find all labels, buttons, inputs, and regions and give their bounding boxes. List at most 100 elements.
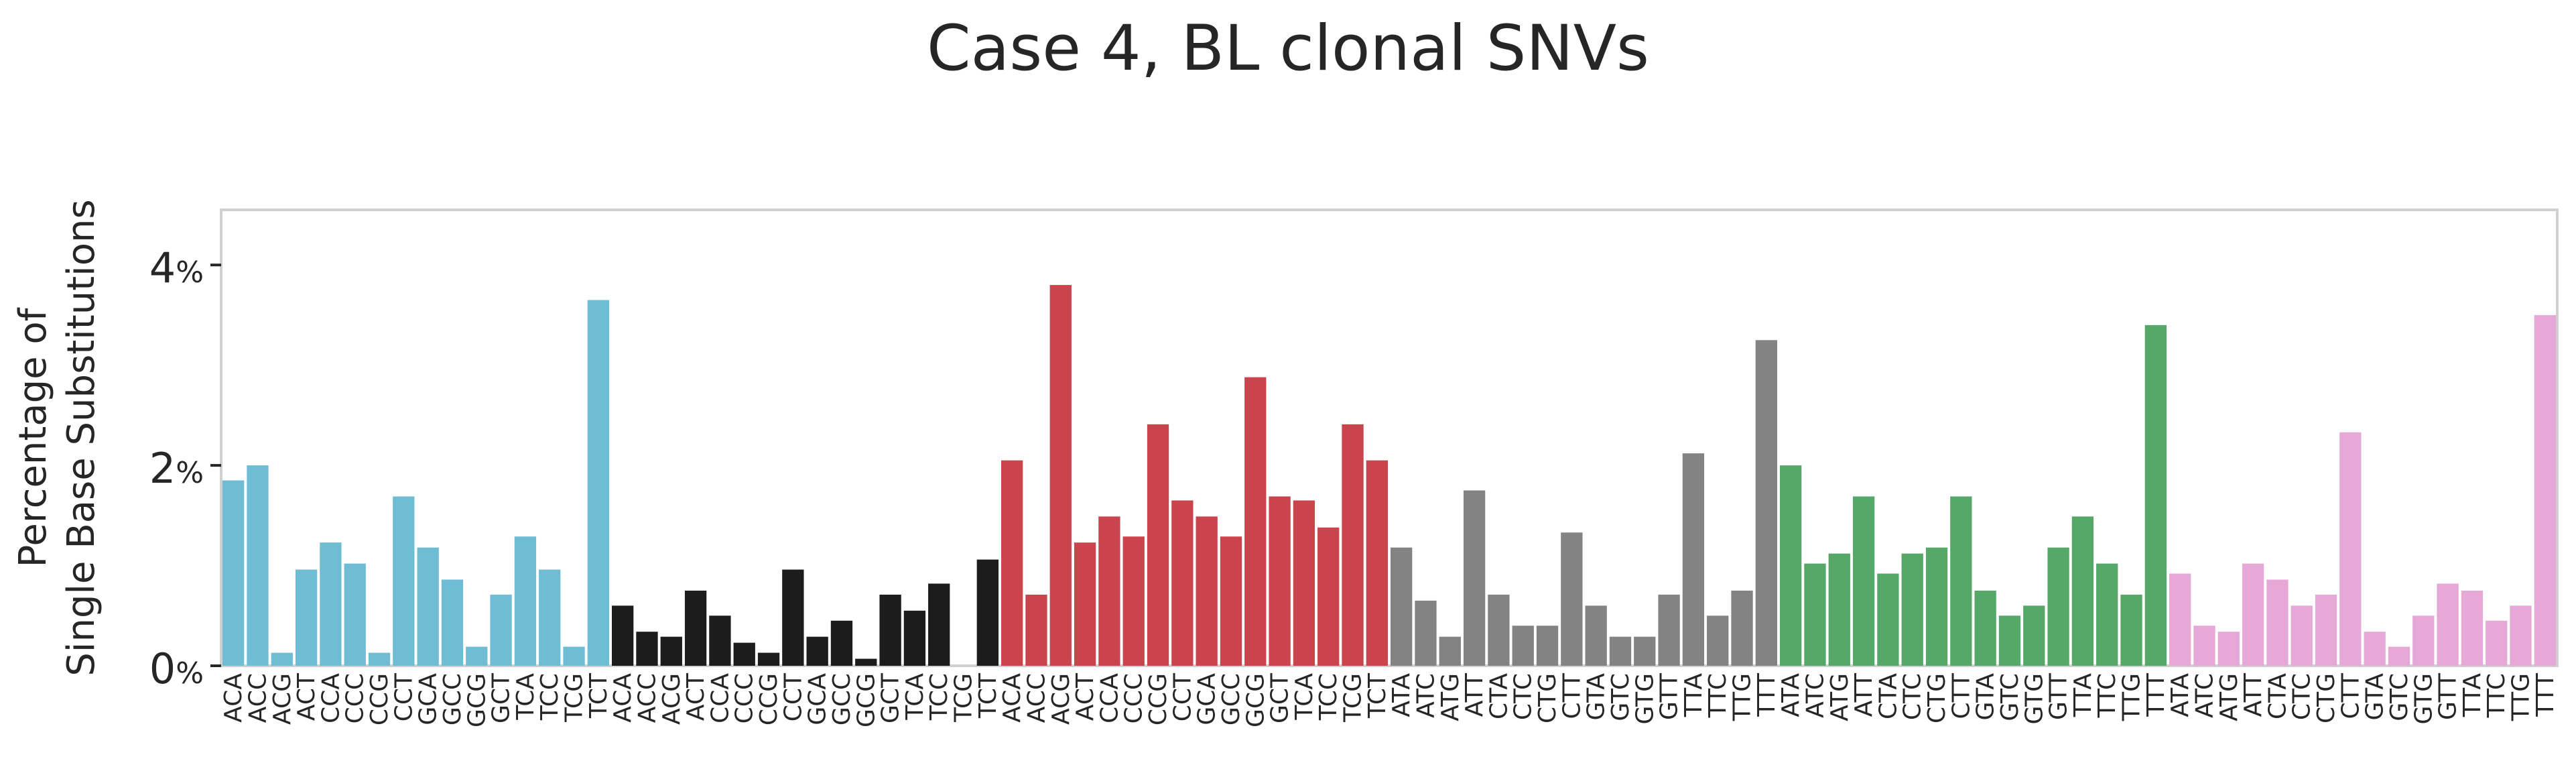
- x-tick-label: CTG: [1923, 673, 1951, 723]
- x-tick-label: GTA: [2362, 673, 2389, 721]
- x-tick-label: GTG: [1631, 673, 1659, 725]
- bar: [612, 605, 634, 666]
- x-tick-label: ACG: [658, 673, 686, 725]
- bar: [1561, 532, 1583, 666]
- x-tick-label: TTA: [2069, 673, 2097, 718]
- x-tick-label: CCA: [706, 673, 734, 723]
- bar: [222, 480, 245, 666]
- bar: [709, 615, 731, 666]
- x-tick-label: GTG: [2020, 673, 2048, 725]
- bar: [1220, 536, 1242, 666]
- bar: [1269, 496, 1291, 666]
- x-tick-label: ATG: [2215, 673, 2243, 721]
- x-tick-label: ACT: [293, 672, 320, 721]
- bar: [563, 646, 585, 666]
- x-tick-label: TTA: [1680, 673, 1708, 718]
- bar: [2461, 590, 2484, 666]
- x-tick-label: GTT: [2045, 672, 2073, 720]
- x-tick-label: CCG: [755, 673, 783, 725]
- x-tick-label: ATA: [2167, 673, 2194, 717]
- x-tick-label: GTA: [1972, 673, 2000, 721]
- x-tick-label: CCC: [342, 673, 369, 723]
- bar: [1025, 594, 1047, 666]
- bar: [1828, 553, 1850, 666]
- y-axis-label-line2: Single Base Substitutions: [60, 199, 103, 676]
- bar: [1196, 516, 1218, 666]
- bar: [2339, 432, 2362, 666]
- bar: [1512, 626, 1534, 666]
- bar: [1755, 340, 1777, 666]
- x-tick-label: ACA: [999, 673, 1026, 723]
- bar: [1780, 465, 1802, 666]
- bar: [830, 620, 853, 666]
- x-tick-label: GTT: [2435, 672, 2462, 720]
- x-tick-label: GCT: [488, 672, 515, 723]
- plot-frame: [220, 209, 2559, 667]
- x-tick-label: CCC: [1120, 673, 1148, 723]
- x-tick-label: GTC: [1996, 673, 2024, 721]
- y-tick-label: 2%: [149, 444, 204, 493]
- bar: [2388, 646, 2410, 666]
- bar: [2266, 579, 2289, 666]
- bar: [1391, 547, 1413, 666]
- bar: [320, 542, 342, 666]
- y-axis-label-line1: Percentage of: [11, 307, 55, 567]
- x-tick-label: ATC: [2191, 673, 2218, 718]
- bar: [2242, 563, 2264, 666]
- x-tick-label: TTC: [1704, 673, 1732, 718]
- bar: [247, 465, 269, 666]
- x-tick-label: TCG: [950, 673, 978, 723]
- x-tick-label: ACT: [1072, 672, 1099, 721]
- bar: [1463, 490, 1486, 666]
- bar: [1293, 500, 1315, 666]
- x-tick-label: CCC: [731, 673, 759, 723]
- bar: [2486, 620, 2508, 666]
- bar: [2510, 605, 2532, 666]
- bar: [271, 652, 293, 666]
- x-tick-label: ATC: [1801, 673, 1829, 718]
- x-tick-label: ATA: [1388, 673, 1415, 717]
- x-tick-label: GTA: [1583, 673, 1610, 721]
- bar: [2144, 325, 2167, 666]
- bar: [1804, 563, 1826, 666]
- x-tick-label: ACA: [609, 673, 637, 723]
- x-tick-label: ACC: [244, 673, 271, 723]
- bar: [806, 636, 828, 666]
- bar: [2315, 594, 2337, 666]
- bar: [976, 559, 999, 666]
- x-tick-label: CTT: [1947, 672, 1975, 719]
- x-tick-label: ACC: [633, 673, 661, 723]
- y-axis: 0% 2% 4%: [149, 243, 221, 693]
- bar: [344, 563, 366, 666]
- x-tick-label: CTC: [2289, 673, 2316, 720]
- bar: [1731, 590, 1753, 666]
- bar: [733, 642, 755, 666]
- x-tick-label: TTC: [2094, 673, 2121, 718]
- x-tick-label: GCG: [463, 673, 491, 727]
- x-tick-label: ACC: [1023, 673, 1050, 723]
- bar: [295, 569, 318, 666]
- bar: [393, 496, 415, 666]
- x-tick-label: CTT: [2337, 672, 2364, 719]
- bar: [1049, 285, 1072, 666]
- x-tick-label: TTT: [2532, 672, 2559, 717]
- x-tick-label: GTC: [2386, 673, 2413, 721]
- x-tick-label: TTC: [2483, 673, 2510, 718]
- x-tick-label: GCA: [415, 673, 442, 725]
- x-tick-label: CCG: [1145, 673, 1172, 725]
- x-tick-label: TTG: [1729, 673, 1756, 721]
- x-axis: ACAACCACGACTCCACCCCCGCCTGCAGCCGCGGCTTCAT…: [220, 672, 2559, 727]
- bar: [1901, 553, 1923, 666]
- x-tick-label: CCA: [317, 673, 344, 723]
- x-tick-label: GCA: [804, 673, 832, 725]
- bar: [1925, 547, 1948, 666]
- bar: [2437, 583, 2459, 666]
- x-tick-label: TCC: [925, 673, 953, 721]
- bar: [1001, 460, 1023, 666]
- bar: [1317, 527, 1340, 666]
- bar: [1342, 424, 1364, 666]
- bar: [782, 569, 804, 666]
- x-tick-label: CTA: [1485, 673, 1512, 719]
- x-tick-label: CCG: [366, 673, 393, 725]
- x-tick-label: TCC: [1315, 673, 1342, 721]
